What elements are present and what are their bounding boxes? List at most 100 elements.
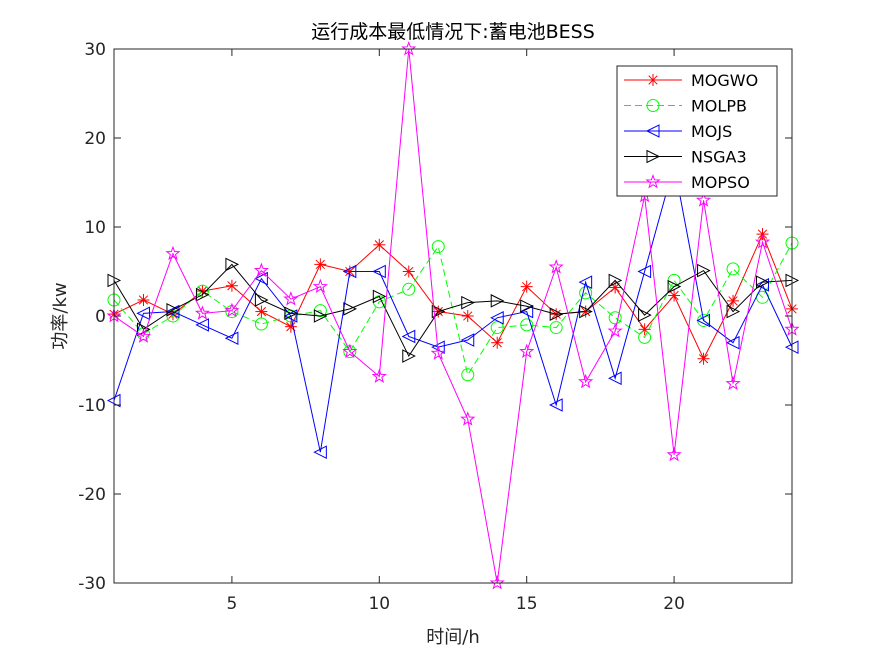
mogwo-point-stroke <box>492 338 502 348</box>
legend-marker-molpb <box>646 99 660 112</box>
mogwo-point <box>697 352 710 365</box>
legend-label-nsga3: NSGA3 <box>691 148 747 167</box>
molpb-point <box>549 321 563 335</box>
nsga3-point <box>608 273 623 288</box>
mogwo-point-stroke <box>138 295 149 305</box>
legend-marker-mojs <box>645 124 660 138</box>
legend: MOGWO MOLPB MOJS NSGA3 MOPSO <box>616 65 778 197</box>
mogwo-point-stroke <box>463 311 473 321</box>
mopso-point <box>312 278 328 294</box>
mogwo-point-stroke <box>522 281 532 292</box>
mogwo-point-stroke <box>374 240 384 250</box>
nsga3-point <box>372 289 387 304</box>
mogwo-point-stroke <box>698 354 709 364</box>
nsga3-point <box>136 322 151 337</box>
mogwo-point-stroke <box>728 296 738 306</box>
mogwo-point <box>756 228 769 241</box>
nsga3-point <box>195 287 210 302</box>
legend-marker-nsga3 <box>646 149 661 164</box>
mopso-point <box>725 375 741 391</box>
y-tick-label: -10 <box>78 396 106 416</box>
nsga3-point <box>579 304 593 319</box>
molpb-point <box>431 240 445 254</box>
molpb-point <box>579 286 593 300</box>
x-tick-label: 5 <box>226 594 237 614</box>
mojs-point <box>313 445 327 459</box>
mojs-point <box>195 318 209 332</box>
mogwo-point <box>491 336 504 349</box>
mojs-point <box>637 264 652 279</box>
mogwo-point <box>373 238 386 251</box>
mopso-point <box>401 41 417 56</box>
y-tick-label: 0 <box>95 307 106 327</box>
mogwo-point <box>520 280 533 293</box>
mojs-point <box>519 304 534 319</box>
nsga3-point <box>667 279 682 294</box>
nsga3-point <box>461 295 475 310</box>
mogwo-point-stroke <box>315 259 326 270</box>
nsga3-point <box>313 309 328 323</box>
ticks-layer: 5 10 15 20 -30 -20 -10 0 10 20 30 <box>78 40 792 614</box>
mopso-point <box>666 446 682 462</box>
mojs-point <box>725 335 740 350</box>
mojs-point <box>372 264 386 279</box>
mopso-point <box>224 302 240 318</box>
chart-title: 运行成本最低情况下:蓄电池BESS <box>311 21 595 43</box>
y-tick-label: -20 <box>78 485 106 505</box>
mogwo-point <box>727 294 740 307</box>
mojs-point <box>549 398 563 412</box>
mojs-point <box>578 275 593 289</box>
molpb-point <box>461 368 475 382</box>
mogwo-point <box>461 310 474 322</box>
mopso-point <box>342 343 358 359</box>
mogwo-point <box>255 305 268 318</box>
mojs-point <box>342 264 357 279</box>
mopso-point <box>548 259 564 274</box>
mopso-point <box>253 262 269 278</box>
mopso-point <box>165 245 181 261</box>
y-tick-label: 30 <box>84 40 106 60</box>
series-mopso <box>106 41 800 590</box>
legend-marker-mogwo <box>647 74 659 86</box>
mojs-point <box>696 313 711 328</box>
nsga3-point <box>520 299 534 314</box>
mopso-point <box>430 345 446 360</box>
nsga3-point <box>756 275 770 289</box>
y-tick-label: -30 <box>78 574 106 594</box>
mojs-point <box>490 310 504 325</box>
mogwo-point <box>314 258 327 271</box>
mojs-point <box>136 306 150 321</box>
mopso-point <box>695 192 712 207</box>
y-tick-label: 20 <box>84 129 106 149</box>
molpb-point <box>638 330 652 344</box>
y-tick-label: 10 <box>84 218 106 238</box>
mopso-point <box>578 373 594 389</box>
nsga3-point <box>549 307 564 322</box>
mogwo-point-stroke <box>256 306 267 317</box>
mopso-line <box>113 48 793 584</box>
mopso-point <box>460 411 476 426</box>
mogwo-point-stroke <box>286 322 296 332</box>
mogwo-point <box>225 279 238 292</box>
mojs-point <box>254 271 268 286</box>
mopso-point <box>283 291 299 306</box>
molpb-point <box>490 321 504 335</box>
legend-marker-mopso <box>645 174 661 189</box>
nsga3-point <box>697 263 711 278</box>
mogwo-point <box>402 265 415 278</box>
series-layer <box>106 41 800 590</box>
series-nsga3 <box>107 257 800 363</box>
mogwo-point-stroke <box>404 266 414 277</box>
nsga3-point <box>254 293 269 307</box>
nsga3-point <box>402 349 416 363</box>
mopso-point <box>489 575 505 590</box>
molpb-point <box>520 318 534 332</box>
mogwo-point <box>668 289 681 302</box>
legend-marker-mogwo-stroke <box>648 75 658 85</box>
nsga3-point <box>166 302 181 317</box>
y-axis-title: 功率/kw <box>50 282 71 349</box>
x-tick-label: 10 <box>368 594 390 614</box>
mojs-point <box>224 331 239 346</box>
nsga3-point <box>638 308 652 322</box>
